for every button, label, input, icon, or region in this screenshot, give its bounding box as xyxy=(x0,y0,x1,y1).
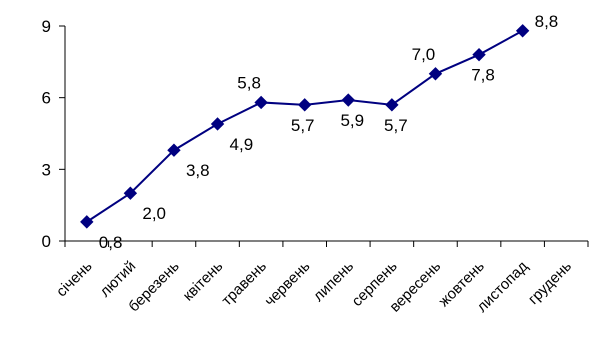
data-label: 8,8 xyxy=(535,12,559,31)
y-axis-ticks: 0 3 6 9 xyxy=(42,17,65,251)
series-layer xyxy=(80,24,530,229)
data-point xyxy=(167,143,181,157)
x-tick-label: червень xyxy=(261,258,313,310)
data-label: 2,0 xyxy=(142,204,166,223)
data-label: 5,9 xyxy=(340,111,364,130)
x-axis-ticks: січень лютийберезеньквітеньтравеньчервень… xyxy=(53,241,589,316)
x-tick-label: січень xyxy=(53,258,96,301)
data-point xyxy=(515,24,530,38)
y-tick-label: 9 xyxy=(42,17,51,36)
data-point xyxy=(341,93,355,107)
data-label: 0,8 xyxy=(99,233,123,252)
x-tick-label: грудень xyxy=(525,258,575,308)
data-label: 4,9 xyxy=(230,135,254,154)
data-label: 7,8 xyxy=(471,66,495,85)
data-point xyxy=(298,98,312,112)
data-label: 5,7 xyxy=(384,116,408,135)
data-point xyxy=(472,47,486,62)
data-point xyxy=(385,98,399,112)
data-label: 5,8 xyxy=(237,73,261,92)
data-point xyxy=(254,95,268,110)
data-point xyxy=(80,215,94,229)
x-tick-label: травень xyxy=(218,258,270,310)
data-label: 7,0 xyxy=(412,45,436,64)
x-tick-label: лютий xyxy=(97,258,140,301)
y-tick-label: 6 xyxy=(42,89,51,108)
y-tick-label: 0 xyxy=(42,232,51,251)
data-point xyxy=(428,67,443,81)
data-label: 5,7 xyxy=(291,116,315,135)
data-point xyxy=(210,117,225,131)
y-tick-label: 3 xyxy=(42,160,51,179)
data-label: 3,8 xyxy=(186,161,210,180)
data-labels: 0,8 2,0 3,8 4,9 5,8 5,7 5,9 5,7 7,0 7,8 8,8 xyxy=(99,12,558,252)
data-point xyxy=(123,186,138,200)
